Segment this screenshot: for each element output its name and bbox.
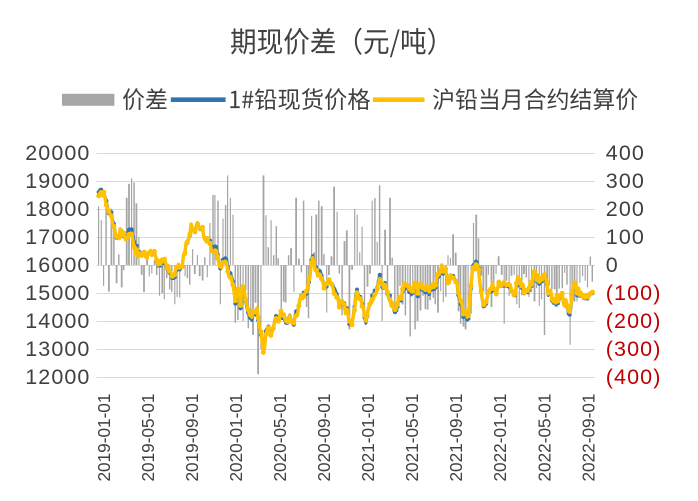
svg-text:17000: 17000 [25,225,90,249]
svg-text:2020-05-01: 2020-05-01 [270,394,290,482]
svg-text:16000: 16000 [25,253,90,277]
svg-text:(100): (100) [606,281,662,305]
svg-text:19000: 19000 [25,169,90,193]
svg-text:2022-09-01: 2022-09-01 [578,394,598,482]
svg-text:2022-05-01: 2022-05-01 [534,394,554,482]
svg-text:2021-09-01: 2021-09-01 [446,394,466,482]
svg-text:(200): (200) [606,309,662,333]
svg-text:2022-01-01: 2022-01-01 [490,394,510,482]
svg-text:300: 300 [606,169,645,193]
svg-text:2021-01-01: 2021-01-01 [358,394,378,482]
svg-text:200: 200 [606,197,645,221]
svg-text:400: 400 [606,141,645,165]
svg-text:2019-05-01: 2019-05-01 [138,394,158,482]
svg-text:2019-09-01: 2019-09-01 [182,394,202,482]
svg-text:14000: 14000 [25,309,90,333]
svg-text:(300): (300) [606,337,662,361]
svg-text:15000: 15000 [25,281,90,305]
svg-text:100: 100 [606,225,645,249]
svg-text:2021-05-01: 2021-05-01 [402,394,422,482]
svg-text:2020-01-01: 2020-01-01 [226,394,246,482]
svg-text:12000: 12000 [25,365,90,389]
svg-text:(400): (400) [606,365,662,389]
svg-text:2020-09-01: 2020-09-01 [314,394,334,482]
svg-text:18000: 18000 [25,197,90,221]
svg-text:0: 0 [606,253,619,277]
svg-text:20000: 20000 [25,141,90,165]
svg-text:2019-01-01: 2019-01-01 [94,394,114,482]
svg-text:13000: 13000 [25,337,90,361]
